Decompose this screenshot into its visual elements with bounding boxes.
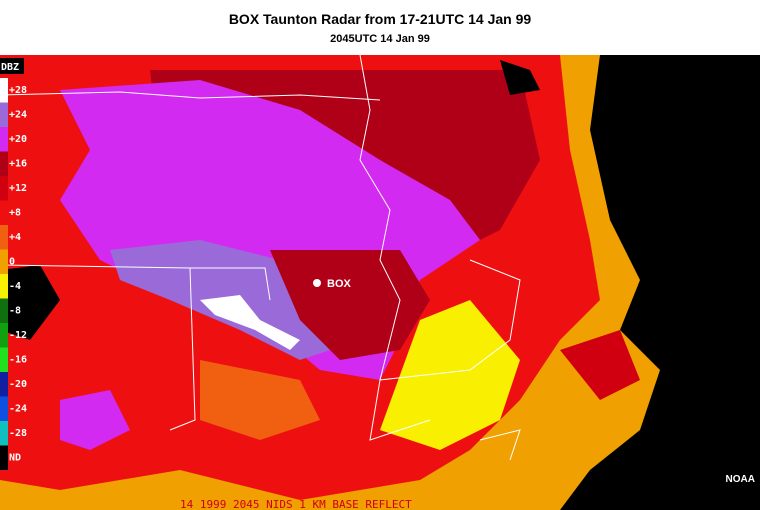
legend-swatch (0, 176, 8, 201)
legend-label: 0 (9, 257, 15, 268)
footer-text: 14 1999 2045 NIDS 1 KM BASE REFLECT (180, 498, 412, 510)
legend-swatch (0, 274, 8, 299)
legend-label: -4 (9, 281, 21, 292)
legend: DBZ +28 +24 +20 +16 +12 +8 +4 0 -4 -8 -12 -16 -20 -24… (0, 58, 27, 470)
legend-label: +4 (9, 232, 21, 243)
legend-swatch (0, 445, 8, 470)
legend-swatch (0, 323, 8, 348)
subtitle: 2045UTC 14 Jan 99 (330, 33, 430, 45)
radar-map: BOX NOAA 14 1999 2045 NIDS 1 KM BASE REF… (0, 54, 760, 510)
legend-swatch (0, 102, 8, 127)
legend-swatch (0, 347, 8, 372)
legend-label: -12 (9, 330, 27, 341)
legend-label: +24 (9, 110, 27, 121)
legend-swatch (0, 298, 8, 323)
legend-swatch (0, 396, 8, 421)
legend-swatch (0, 151, 8, 176)
legend-swatch (0, 225, 8, 250)
legend-label: -8 (9, 306, 21, 317)
legend-swatch (0, 127, 8, 152)
legend-label: +28 (9, 85, 27, 96)
legend-swatch (0, 421, 8, 446)
title: BOX Taunton Radar from 17-21UTC 14 Jan 9… (229, 11, 532, 27)
legend-label: -20 (9, 379, 27, 390)
legend-label: +12 (9, 183, 27, 194)
legend-label: -28 (9, 428, 27, 439)
legend-swatch (0, 78, 8, 103)
legend-title: DBZ (1, 62, 19, 73)
legend-swatch (0, 249, 8, 274)
station-label: BOX (327, 278, 352, 290)
legend-swatch (0, 200, 8, 225)
legend-swatch (0, 372, 8, 397)
legend-label: +20 (9, 134, 27, 145)
legend-label: ND (9, 453, 21, 464)
legend-label: -24 (9, 404, 27, 415)
legend-label: +8 (9, 208, 21, 219)
credit: NOAA (726, 474, 755, 485)
legend-label: +16 (9, 159, 27, 170)
legend-label: -16 (9, 355, 27, 366)
